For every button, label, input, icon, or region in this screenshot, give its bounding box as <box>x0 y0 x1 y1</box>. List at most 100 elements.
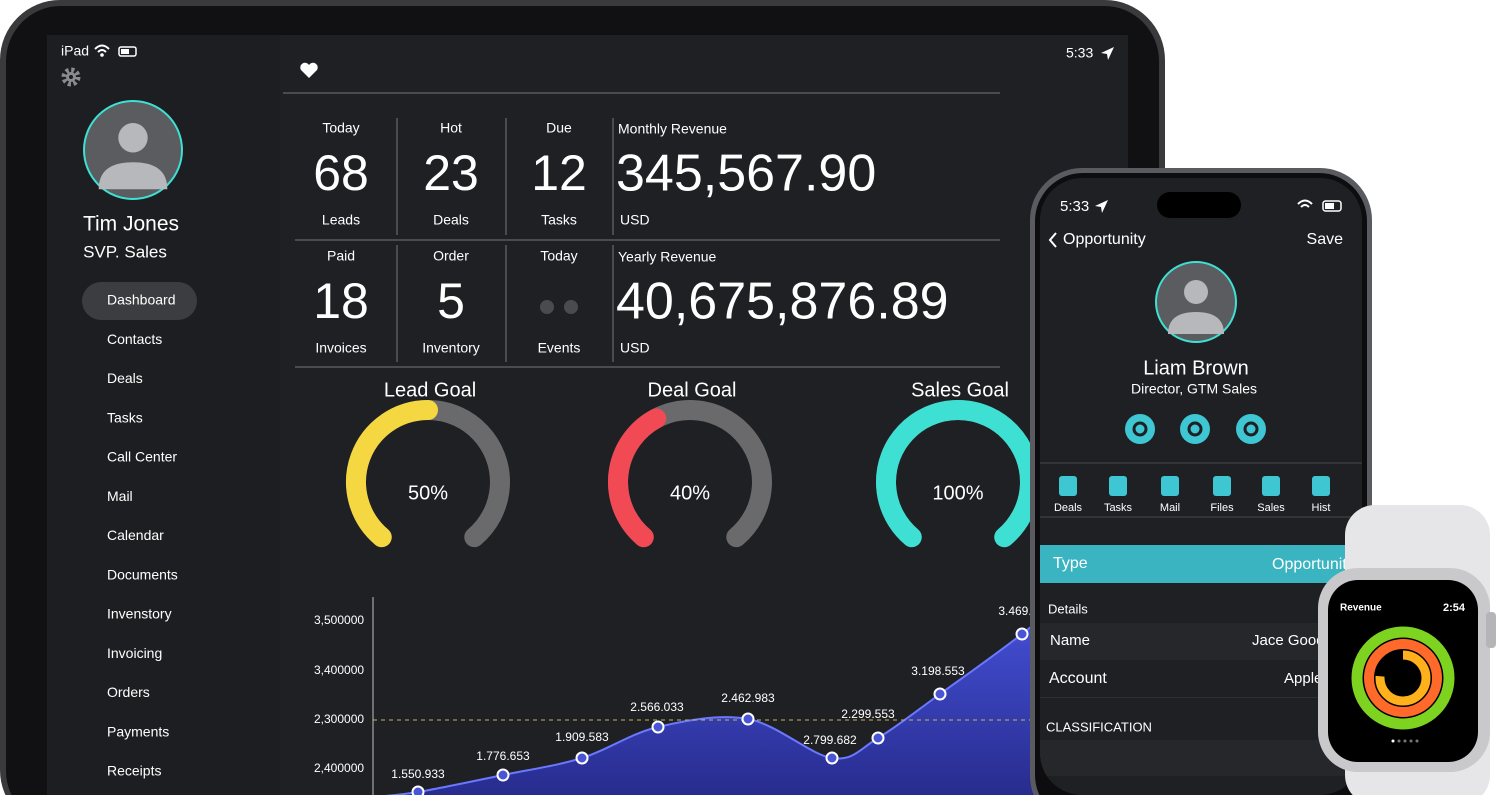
menu-item[interactable]: Deals <box>107 370 143 386</box>
data-point <box>1015 627 1029 641</box>
menu-item[interactable]: Documents <box>107 566 178 582</box>
field-row <box>1040 740 1362 776</box>
profile-role: SVP. Sales <box>83 242 167 261</box>
data-point <box>825 751 839 765</box>
data-point <box>871 731 885 745</box>
stat-caption: Tasks <box>541 212 577 228</box>
dynamic-island <box>1157 192 1241 218</box>
save-button[interactable]: Save <box>1307 231 1344 248</box>
menu-item[interactable]: Contacts <box>107 331 162 347</box>
back-button[interactable]: Opportunity <box>1063 231 1146 248</box>
tab-icon[interactable] <box>1312 476 1330 496</box>
wifi-icon <box>100 53 104 57</box>
avatar-head <box>1184 280 1208 304</box>
point-label: 2.566.033 <box>630 700 684 714</box>
menu-item[interactable]: Orders <box>107 684 150 700</box>
menu-item[interactable]: Tasks <box>107 409 143 425</box>
empty-dot <box>540 300 554 314</box>
watch-face <box>1328 580 1478 762</box>
y-axis-label: 2,300000 <box>314 712 364 726</box>
avatar-body <box>1168 312 1224 334</box>
menu-item[interactable]: Call Center <box>107 449 177 465</box>
stat-caption: Deals <box>433 212 469 228</box>
tab-label[interactable]: Hist <box>1312 502 1331 514</box>
field-value: Apple <box>1284 670 1322 687</box>
data-point <box>411 785 425 795</box>
tab-icon[interactable] <box>1213 476 1231 496</box>
icon-glyph <box>1187 421 1203 437</box>
tab-label[interactable]: Files <box>1210 502 1234 514</box>
favorite-icon[interactable] <box>300 62 318 78</box>
stat-label: Today <box>540 248 577 264</box>
status-time: 5:33 <box>1066 45 1093 61</box>
stat-label: Order <box>433 248 469 264</box>
tab-icon[interactable] <box>1059 476 1077 496</box>
tab-label[interactable]: Tasks <box>1104 502 1133 514</box>
status-device: iPad <box>61 43 89 59</box>
field-row <box>1040 623 1362 660</box>
data-point <box>651 720 665 734</box>
stat-value: 18 <box>313 273 369 329</box>
menu-item[interactable]: Dashboard <box>107 292 176 308</box>
page-dot <box>1397 739 1401 743</box>
stat-label: Hot <box>440 120 462 136</box>
y-axis-label: 3,400000 <box>314 663 364 677</box>
watch-time: 2:54 <box>1443 602 1466 614</box>
data-point <box>575 751 589 765</box>
battery-icon <box>1322 200 1342 212</box>
field-value: Jace Good <box>1252 632 1325 649</box>
revenue-unit: USD <box>620 212 650 228</box>
menu-item[interactable]: Receipts <box>107 763 161 779</box>
stat-caption: Leads <box>322 212 360 228</box>
area-fill <box>395 570 1100 795</box>
goal-title: Lead Goal <box>384 379 476 401</box>
section-label: CLASSIFICATION <box>1046 719 1152 734</box>
revenue-label: Monthly Revenue <box>618 121 727 137</box>
menu-item[interactable]: Invenstory <box>107 606 172 622</box>
stat-label: Today <box>322 120 359 136</box>
gauge-fill <box>608 408 667 548</box>
type-value: Opportunity <box>1272 556 1355 573</box>
ring <box>1364 639 1442 717</box>
avatar-body <box>98 162 168 190</box>
message-button[interactable] <box>1180 414 1210 444</box>
page-dot <box>1391 739 1395 743</box>
point-label: 1.776.653 <box>476 749 530 763</box>
point-label: 2.799.682 <box>803 733 857 747</box>
empty-dot <box>564 300 578 314</box>
ipad-screen: iPad 5:33 Tim Jones SVP. Sales Dashboard Cont… <box>47 35 1128 795</box>
point-label: 2.299.553 <box>841 707 895 721</box>
settings-icon[interactable] <box>61 67 81 87</box>
ring <box>1375 650 1431 706</box>
field-label: Account <box>1049 670 1107 687</box>
tab-label[interactable]: Sales <box>1257 502 1285 514</box>
menu-item[interactable]: Calendar <box>107 527 164 543</box>
stat-caption: Events <box>538 340 581 356</box>
stat-value: 5 <box>437 273 465 329</box>
tab-label[interactable]: Deals <box>1054 502 1083 514</box>
menu-item[interactable]: Invoicing <box>107 645 162 661</box>
section-label: Details <box>1048 601 1088 616</box>
tab-icon[interactable] <box>1161 476 1179 496</box>
contact-name: Liam Brown <box>1143 357 1249 379</box>
y-axis-label: 2,400000 <box>314 761 364 775</box>
tab-label[interactable]: Mail <box>1160 502 1180 514</box>
phone-screen: 5:33 Opportunity Save Liam Brown Director, G… <box>1040 178 1362 795</box>
tab-icon[interactable] <box>1109 476 1127 496</box>
point-label: 1.909.583 <box>555 730 609 744</box>
menu-item[interactable]: Mail <box>107 488 133 504</box>
back-icon[interactable] <box>1048 232 1057 248</box>
watch-screen: Revenue 2:54 <box>1340 602 1466 743</box>
point-label: 3.198.553 <box>911 664 965 678</box>
location-icon <box>1095 200 1108 213</box>
menu-item[interactable]: Payments <box>107 723 169 739</box>
data-point <box>496 768 510 782</box>
settings-button[interactable] <box>1236 414 1266 444</box>
stat-value: 68 <box>313 145 369 201</box>
gauge-label: 50% <box>408 482 448 504</box>
tab-icon[interactable] <box>1262 476 1280 496</box>
call-button[interactable] <box>1125 414 1155 444</box>
data-point <box>933 687 947 701</box>
